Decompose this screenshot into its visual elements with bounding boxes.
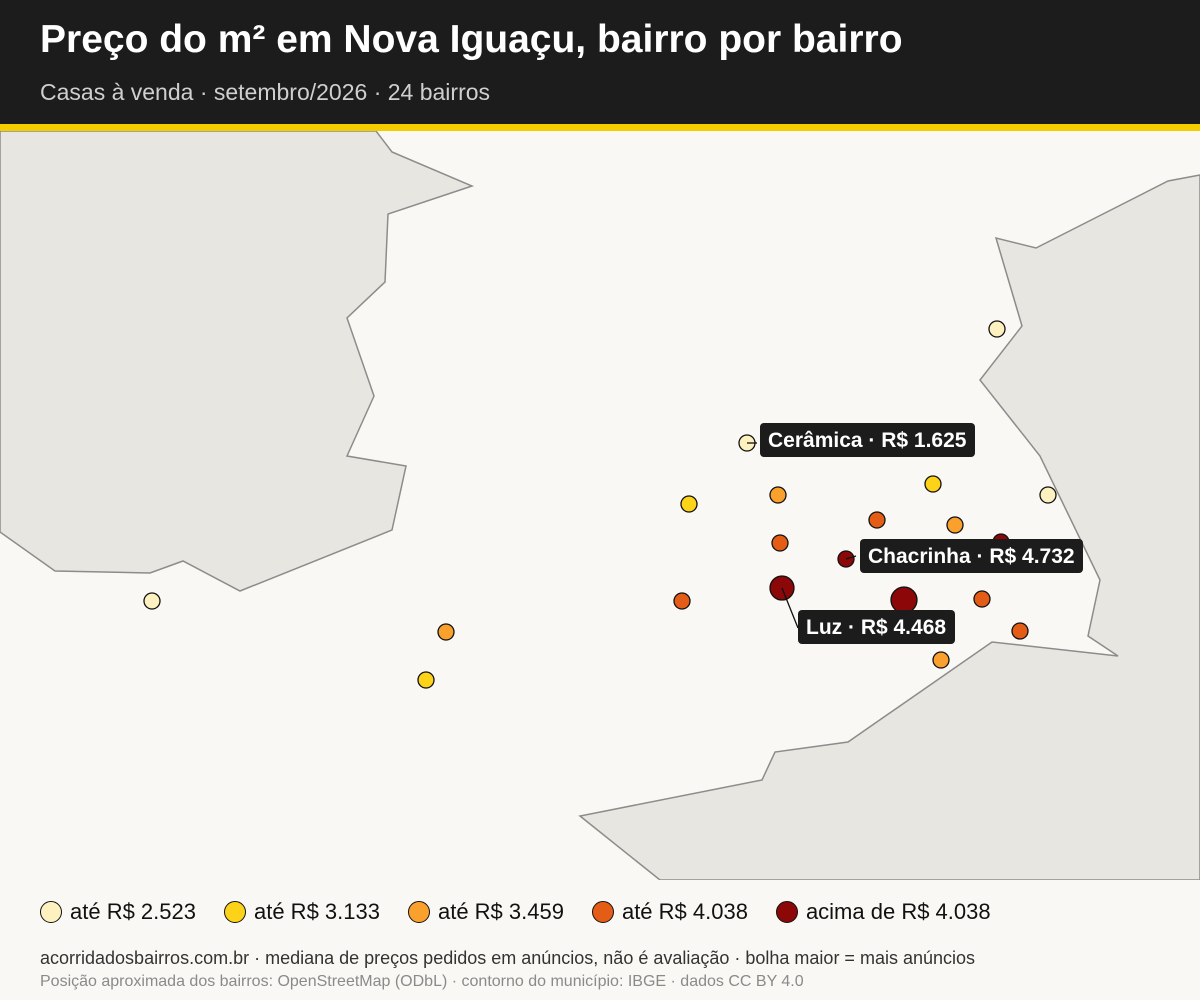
legend-swatch-icon <box>775 901 798 923</box>
neighborhood-bubble <box>437 623 455 641</box>
legend-item-3: até R$ 3.459 <box>407 899 564 925</box>
page-subtitle: Casas à venda · setembro/2026 · 24 bairr… <box>40 79 491 105</box>
page-title: Preço do m² em Nova Iguaçu, bairro por b… <box>40 18 903 61</box>
callout-chacrinha: Chacrinha · R$ 4.732 <box>845 539 1083 573</box>
legend-swatch-icon <box>591 901 614 923</box>
header-accent-rule <box>0 124 1200 131</box>
legend-swatch-icon <box>407 901 430 923</box>
neighborhood-bubble <box>673 592 691 610</box>
neighborhood-bubble <box>946 516 964 534</box>
callout-box <box>798 610 955 644</box>
neighborhood-map: Cerâmica · R$ 1.625 Chacrinha · R$ 4.732 L… <box>0 131 1200 880</box>
callout-label: Chacrinha · R$ 4.732 <box>868 545 1075 568</box>
footer-source-note: acorridadosbairros.com.br · mediana de p… <box>40 948 976 968</box>
legend-item-5: acima de R$ 4.038 <box>775 899 991 925</box>
neighborhood-bubble <box>988 320 1006 338</box>
legend: até R$ 2.523 até R$ 3.133 até R$ 3.459 a… <box>40 896 1019 928</box>
callout-luz: Luz · R$ 4.468 <box>781 587 955 644</box>
legend-item-2: até R$ 3.133 <box>223 899 380 925</box>
legend-label: até R$ 4.038 <box>621 899 748 924</box>
legend-label: acima de R$ 4.038 <box>805 899 991 924</box>
neighborhood-bubble <box>932 651 950 669</box>
legend-swatch-icon <box>223 901 246 923</box>
neighborhood-bubble <box>973 590 991 608</box>
neighborhood-bubble <box>890 586 918 614</box>
neighborhood-bubble <box>680 495 698 513</box>
outside-municipality-areas <box>0 131 1200 880</box>
header-bar: Preço do m² em Nova Iguaçu, bairro por b… <box>0 0 1200 124</box>
callout-label: Luz · R$ 4.468 <box>806 616 946 639</box>
neighborhood-bubble <box>924 475 942 493</box>
callout-label: Cerâmica · R$ 1.625 <box>768 429 967 452</box>
legend-label: até R$ 3.459 <box>437 899 564 924</box>
callout-box <box>860 539 1083 573</box>
callout-leader-line <box>845 555 857 560</box>
callout-cermica: Cerâmica · R$ 1.625 <box>747 423 975 457</box>
neighborhood-bubble <box>143 592 161 610</box>
legend-swatch-icon <box>40 901 62 923</box>
neighborhood-bubble <box>771 534 789 552</box>
price-callouts: Cerâmica · R$ 1.625 Chacrinha · R$ 4.732 L… <box>747 423 1083 644</box>
footer-credits: Posição aproximada dos bairros: OpenStre… <box>40 973 804 990</box>
callout-box <box>760 423 975 457</box>
neighborhood-bubble <box>417 671 435 689</box>
callout-leader-line <box>781 587 799 629</box>
neighborhood-bubble <box>1011 622 1029 640</box>
neighborhood-bubble <box>1039 486 1057 504</box>
legend-item-1: até R$ 2.523 <box>40 899 196 925</box>
outside-area-west <box>0 131 475 592</box>
neighborhood-bubble <box>769 486 787 504</box>
neighborhood-bubble <box>868 511 886 529</box>
legend-label: até R$ 3.133 <box>253 899 380 924</box>
legend-label: até R$ 2.523 <box>70 899 196 924</box>
legend-item-4: até R$ 4.038 <box>591 899 748 925</box>
outside-area-east <box>578 174 1200 880</box>
